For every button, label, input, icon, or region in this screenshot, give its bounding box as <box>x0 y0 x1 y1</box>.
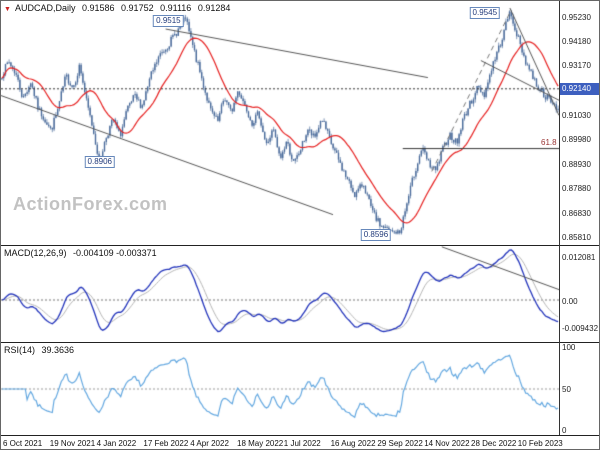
level-price-badge: 0.92140 <box>560 82 599 95</box>
price-axis-tick: 0.86830 <box>562 208 591 218</box>
price-axis-tick: 0.93170 <box>562 60 591 70</box>
fib-level-label: 61.8 <box>541 137 557 147</box>
date-label: 18 May 2022 <box>237 439 284 448</box>
macd-pane: MACD(12,26,9) -0.004109 -0.003371 0.0120… <box>1 245 599 343</box>
date-axis: 6 Oct 2021 19 Nov 2021 4 Jan 2022 17 Feb 20… <box>1 435 599 449</box>
price-axis-tick: 0.95230 <box>562 12 591 22</box>
macd-axis-tick: 0.00 <box>562 297 578 306</box>
macd-values: -0.004109 -0.003371 <box>73 248 157 258</box>
price-axis-tick: 0.87880 <box>562 184 591 194</box>
axis-separator <box>559 1 560 435</box>
open-value: 0.91586 <box>81 3 115 13</box>
rsi-params-label: RSI(14) <box>4 345 36 355</box>
chart-title: ▼ AUDCAD,Daily 0.91586 0.91752 0.91116 0… <box>4 3 230 13</box>
macd-axis-tick: -0.009432 <box>562 323 599 333</box>
swing-price-label: 0.9545 <box>469 6 501 19</box>
price-axis-tick: 0.91030 <box>562 110 591 120</box>
macd-header: MACD(12,26,9) -0.004109 -0.003371 <box>4 248 157 258</box>
price-plot-canvas <box>1 1 559 245</box>
rsi-plot-canvas <box>1 343 559 435</box>
date-label: 10 Feb 2023 <box>517 439 563 448</box>
macd-params-label: MACD(12,26,9) <box>4 248 67 258</box>
symbol-label: AUDCAD,Daily <box>14 3 76 13</box>
watermark: ActionForex.com <box>13 194 168 214</box>
price-axis-tick: 0.88930 <box>562 159 591 169</box>
date-label: 19 Nov 2021 <box>49 439 96 448</box>
date-label: 14 Nov 2022 <box>424 439 470 448</box>
price-axis-tick: 0.89980 <box>562 135 591 145</box>
rsi-axis-tick: 100 <box>562 343 576 353</box>
rsi-axis-tick: 0 <box>562 426 567 435</box>
date-label: 1 Jul 2022 <box>283 439 321 448</box>
price-axis-tick: 0.94180 <box>562 37 591 47</box>
macd-plot-canvas <box>1 246 559 342</box>
date-label: 17 Feb 2022 <box>143 439 189 448</box>
symbol-icon: ▼ <box>4 6 11 13</box>
high-value: 0.91752 <box>121 3 154 13</box>
swing-price-label: 0.9515 <box>153 14 184 27</box>
low-value: 0.91116 <box>160 3 192 13</box>
rsi-header: RSI(14) 39.3636 <box>4 345 74 355</box>
price-pane: ▼ AUDCAD,Daily 0.91586 0.91752 0.91116 0… <box>1 1 599 245</box>
swing-price-label: 0.8596 <box>360 229 392 242</box>
price-axis-tick: 0.85810 <box>562 232 591 242</box>
rsi-value: 39.3636 <box>41 345 75 355</box>
date-label: 6 Oct 2021 <box>3 439 43 448</box>
date-label: 4 Jan 2022 <box>96 439 137 448</box>
date-label: 4 Apr 2022 <box>190 439 229 448</box>
rsi-axis-tick: 50 <box>562 385 571 394</box>
date-label: 28 Dec 2022 <box>471 439 517 448</box>
close-value: 0.91284 <box>197 3 231 13</box>
rsi-pane: RSI(14) 39.3636 100 50 0 <box>1 342 599 436</box>
date-label: 29 Sep 2022 <box>377 439 423 448</box>
date-label: 16 Aug 2022 <box>330 439 376 448</box>
macd-axis-tick: 0.012081 <box>562 252 596 262</box>
swing-price-label: 0.8906 <box>84 155 115 168</box>
